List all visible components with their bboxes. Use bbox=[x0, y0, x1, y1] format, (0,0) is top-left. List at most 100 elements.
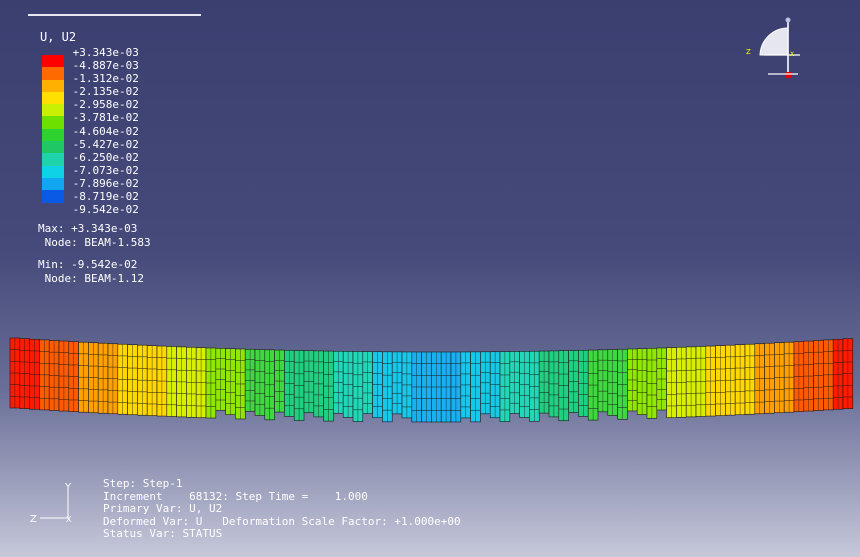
legend-tick-label: -4.604e-02 bbox=[66, 124, 139, 138]
beam-element-column bbox=[342, 351, 354, 418]
legend-tick-label: -7.073e-02 bbox=[66, 163, 139, 177]
beam-element-column bbox=[9, 337, 21, 409]
legend-tick-label: +3.343e-03 bbox=[66, 46, 139, 59]
max-label: Max: +3.343e-03 bbox=[38, 222, 138, 235]
legend-tick-label: -8.719e-02 bbox=[66, 190, 139, 204]
legend-swatch bbox=[42, 116, 64, 129]
beam-element-column bbox=[607, 349, 618, 416]
beam-element-column bbox=[568, 350, 579, 413]
deformed-beam-plot bbox=[9, 337, 854, 423]
beam-element-column bbox=[538, 350, 550, 414]
beam-element-column bbox=[293, 350, 305, 421]
beam-element-column bbox=[774, 342, 785, 414]
status-increment: Increment 68132: Step Time = 1.000 bbox=[103, 489, 368, 503]
beam-element-column bbox=[725, 344, 736, 416]
beam-element-column bbox=[578, 349, 589, 417]
beam-element-column bbox=[29, 338, 40, 410]
beam-element-column bbox=[362, 351, 373, 414]
beam-element-column bbox=[676, 346, 687, 418]
legend-tick-label: -5.427e-02 bbox=[66, 137, 139, 151]
triad-y-tip bbox=[785, 17, 791, 23]
beam-element-column bbox=[793, 341, 805, 412]
beam-element-column bbox=[127, 344, 138, 416]
beam-element-column bbox=[499, 351, 511, 422]
beam-element-column bbox=[715, 345, 726, 416]
legend-tick-label: -1.312e-02 bbox=[66, 72, 139, 86]
legend-tick-label: -6.250e-02 bbox=[66, 150, 139, 164]
beam-element-column bbox=[372, 351, 383, 419]
beam-element-column bbox=[489, 351, 501, 419]
status-deformed-var: Deformed Var: U Deformation Scale Factor… bbox=[103, 514, 461, 528]
axis-z-label: Z bbox=[30, 514, 37, 525]
beam-element-column bbox=[587, 349, 599, 421]
beam-element-column bbox=[284, 349, 295, 417]
beam-element-column bbox=[19, 338, 30, 409]
beam-element-column bbox=[323, 350, 334, 422]
status-step: Step: Step-1 bbox=[103, 477, 183, 490]
axis-triad-icon: Y Z X bbox=[30, 482, 72, 525]
beam-element-column bbox=[754, 343, 765, 415]
status-status-var: Status Var: STATUS bbox=[103, 527, 223, 541]
legend-tick-label: -7.896e-02 bbox=[66, 176, 139, 190]
beam-element-column bbox=[117, 343, 128, 415]
beam-element-column bbox=[617, 348, 628, 420]
axis-y-label: Y bbox=[64, 482, 72, 493]
beam-element-column bbox=[470, 351, 481, 423]
beam-element-column bbox=[156, 345, 168, 417]
beam-element-column bbox=[597, 349, 609, 413]
legend-swatch bbox=[42, 104, 64, 117]
beam-element-column bbox=[734, 344, 746, 416]
beam-element-column bbox=[460, 351, 471, 419]
beam-element-column bbox=[803, 340, 814, 412]
legend-colorbar bbox=[42, 55, 64, 203]
beam-element-column bbox=[352, 351, 364, 422]
beam-element-column bbox=[480, 351, 491, 415]
beam-element-column bbox=[832, 338, 844, 410]
beam-element-column bbox=[78, 341, 89, 413]
status-block: Step: Step-1 Increment 68132: Step Time … bbox=[103, 477, 461, 541]
min-label: Min: -9.542e-02 bbox=[38, 258, 138, 271]
beam-element-column bbox=[656, 347, 667, 411]
beam-element-column bbox=[235, 348, 246, 420]
min-info: Min: -9.542e-02 Node: BEAM-1.12 bbox=[38, 258, 144, 286]
beam-element-column bbox=[333, 350, 344, 414]
beam-element-column bbox=[225, 348, 236, 415]
legend-swatch bbox=[42, 165, 64, 178]
legend-title: U, U2 bbox=[40, 30, 77, 44]
beam-element-column bbox=[764, 342, 775, 414]
beam-element-column bbox=[813, 340, 824, 411]
triad-x-label: X bbox=[790, 51, 794, 58]
beam-element-column bbox=[431, 351, 442, 423]
beam-element-column bbox=[48, 340, 60, 411]
legend-tick-label: -4.887e-03 bbox=[66, 59, 139, 73]
legend-swatch bbox=[42, 141, 64, 154]
beam-element-column bbox=[107, 343, 119, 415]
beam-element-column bbox=[254, 349, 266, 416]
beam-element-column bbox=[411, 351, 422, 423]
legend-swatch bbox=[42, 67, 64, 80]
triad-origin bbox=[785, 72, 791, 78]
beam-element-column bbox=[264, 349, 275, 421]
beam-element-column bbox=[166, 346, 177, 417]
beam-element-column bbox=[646, 348, 658, 419]
beam-element-column bbox=[146, 345, 158, 416]
legend-tick-label: -3.781e-02 bbox=[66, 111, 139, 125]
beam-element-column bbox=[744, 343, 756, 415]
beam-element-column bbox=[88, 342, 99, 414]
beam-element-column bbox=[636, 348, 648, 415]
legend-swatch bbox=[42, 190, 64, 203]
beam-element-column bbox=[391, 351, 403, 415]
beam-element-column bbox=[440, 351, 452, 423]
beam-element-column bbox=[421, 351, 432, 423]
beam-element-column bbox=[401, 351, 413, 419]
beam-element-column bbox=[548, 350, 560, 418]
legend-swatch bbox=[42, 177, 64, 191]
axis-x-label: X bbox=[66, 515, 72, 524]
beam-element-column bbox=[685, 346, 697, 418]
legend-tick-labels: +3.343e-03 -4.887e-03 -1.312e-02 -2.135e… bbox=[66, 46, 139, 216]
beam-element-column bbox=[823, 339, 834, 411]
legend-divider bbox=[28, 14, 201, 16]
legend-swatch bbox=[42, 153, 64, 166]
legend-tick-label: -2.958e-02 bbox=[66, 98, 139, 112]
beam-element-column bbox=[39, 339, 50, 411]
